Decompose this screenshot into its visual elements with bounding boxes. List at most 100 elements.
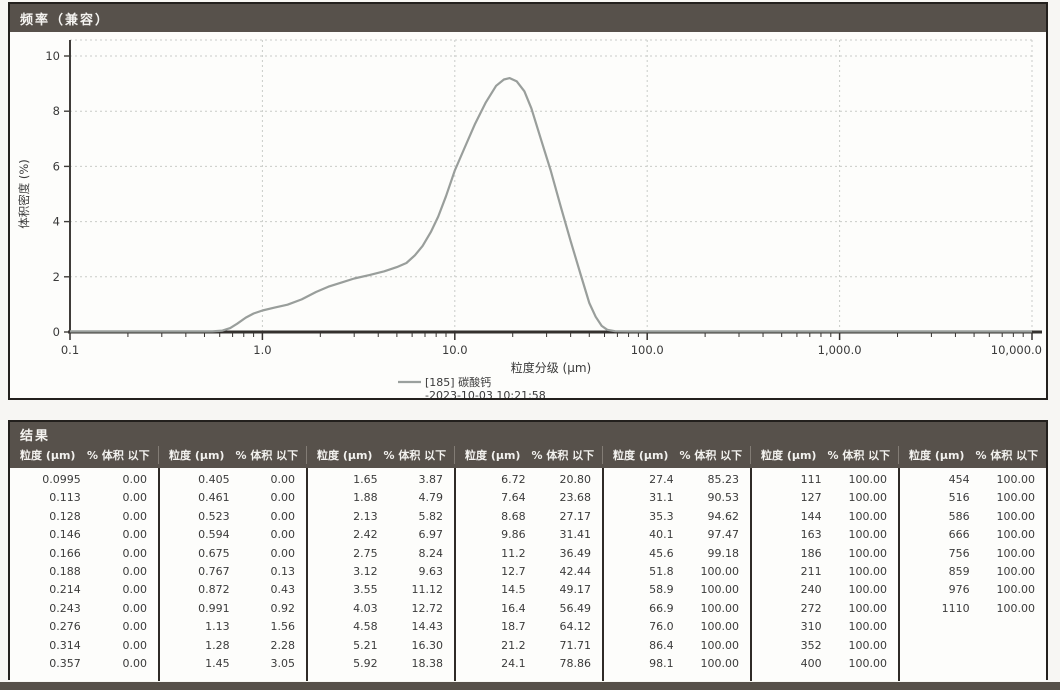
table-row: 666 100.00 [900, 526, 1046, 544]
table-row: 2.75 8.24 [308, 545, 454, 563]
table-row: 586 100.00 [900, 508, 1046, 526]
results-colhead-2: 粒度 (μm) % 体积 以下 [158, 446, 306, 464]
size-value: 0.146 [49, 528, 81, 542]
size-value: 2.13 [353, 509, 378, 523]
y-tick-label: 8 [53, 104, 60, 118]
size-value: 5.92 [353, 656, 378, 670]
cumulative-value: 100.00 [848, 528, 888, 542]
cumulative-column-header: % 体积 以下 [975, 449, 1039, 462]
cumulative-value: 0.00 [270, 509, 296, 523]
frequency-curve [70, 77, 1032, 333]
table-row: 16.4 56.49 [456, 600, 602, 618]
cumulative-column-header: % 体积 以下 [383, 449, 447, 462]
size-column-header: 粒度 (μm) [465, 449, 521, 462]
size-column-header: 粒度 (μm) [909, 449, 965, 462]
y-tick-label: 6 [53, 159, 60, 173]
size-value: 4.58 [353, 620, 378, 634]
size-value: 0.214 [49, 583, 81, 597]
size-value: 163 [800, 528, 822, 542]
cumulative-value: 64.12 [559, 620, 592, 634]
results-panel-title: 结果 [10, 422, 1046, 444]
table-row: 40.1 97.47 [604, 526, 750, 544]
size-value: 86.4 [649, 638, 674, 652]
cumulative-value: 3.87 [418, 473, 444, 486]
cumulative-value: 3.05 [270, 656, 296, 670]
size-value: 0.767 [198, 564, 230, 578]
table-row: 144 100.00 [752, 508, 898, 526]
size-column-header: 粒度 (μm) [169, 449, 225, 462]
cumulative-value: 18.38 [411, 656, 444, 670]
table-row: 4.58 14.43 [308, 618, 454, 636]
size-value: 45.6 [649, 546, 674, 560]
cumulative-value: 100.00 [996, 564, 1036, 578]
size-value: 0.314 [49, 638, 81, 652]
cumulative-value: 100.00 [848, 638, 888, 652]
size-value: 1110 [941, 601, 970, 615]
table-row: 111 100.00 [752, 471, 898, 489]
table-row: 5.21 16.30 [308, 637, 454, 655]
cumulative-value: 100.00 [848, 564, 888, 578]
cumulative-value: 100.00 [848, 473, 888, 486]
size-value: 1.88 [353, 491, 378, 505]
table-row: 4.03 12.72 [308, 600, 454, 618]
results-table-body: 0.0995 0.00 0.113 0.00 0.128 0.00 0.146 0.00 0.1… [10, 468, 1046, 681]
cumulative-value: 23.68 [559, 491, 592, 505]
cumulative-value: 0.00 [122, 620, 148, 634]
table-row: 1110 100.00 [900, 600, 1046, 618]
cumulative-value: 42.44 [559, 564, 592, 578]
size-value: 272 [800, 601, 822, 615]
chart-panel-title: 频率（兼容） [20, 13, 111, 28]
table-row: 76.0 100.00 [604, 618, 750, 636]
size-value: 2.75 [353, 546, 378, 560]
cumulative-value: 0.00 [122, 491, 148, 505]
size-value: 0.113 [49, 491, 81, 505]
table-row: 2.42 6.97 [308, 526, 454, 544]
size-value: 24.1 [501, 656, 526, 670]
cumulative-value: 100.00 [848, 620, 888, 634]
table-row: 58.9 100.00 [604, 581, 750, 599]
size-value: 1.28 [205, 638, 230, 652]
cumulative-value: 100.00 [848, 509, 888, 523]
cumulative-value: 100.00 [996, 546, 1036, 560]
size-value: 31.1 [649, 491, 674, 505]
size-value: 6.72 [501, 473, 526, 486]
table-row: 0.991 0.92 [160, 600, 306, 618]
table-row: 98.1 100.00 [604, 655, 750, 673]
size-value: 0.128 [49, 509, 81, 523]
table-row: 859 100.00 [900, 563, 1046, 581]
cumulative-value: 6.97 [418, 528, 444, 542]
y-axis-label: 体积密度 (%) [17, 159, 31, 229]
cumulative-value: 1.56 [270, 620, 296, 634]
size-value: 0.675 [198, 546, 230, 560]
size-value: 0.188 [49, 564, 81, 578]
cumulative-value: 14.43 [411, 620, 444, 634]
table-row: 127 100.00 [752, 489, 898, 507]
cumulative-value: 0.00 [270, 546, 296, 560]
cumulative-column-header: % 体积 以下 [235, 449, 299, 462]
table-row: 756 100.00 [900, 545, 1046, 563]
cumulative-value: 56.49 [559, 601, 592, 615]
x-tick-label: 10,000.0 [991, 343, 1042, 357]
cumulative-value: 4.79 [418, 491, 444, 505]
size-value: 0.991 [198, 601, 230, 615]
table-row: 0.405 0.00 [160, 471, 306, 489]
cumulative-value: 90.53 [707, 491, 740, 505]
cumulative-value: 85.23 [707, 473, 740, 486]
cumulative-value: 0.00 [270, 491, 296, 505]
cumulative-value: 100.00 [700, 564, 740, 578]
chart-panel-header: 频率（兼容） [10, 4, 1046, 32]
cumulative-value: 100.00 [996, 583, 1036, 597]
table-row: 8.68 27.17 [456, 508, 602, 526]
size-value: 144 [800, 509, 822, 523]
y-tick-label: 2 [53, 270, 60, 284]
cumulative-value: 49.17 [559, 583, 592, 597]
cumulative-value: 100.00 [996, 528, 1036, 542]
size-value: 240 [800, 583, 822, 597]
results-subtable-6: 111 100.00 127 100.00 144 100.00 163 100.00 186 1… [750, 468, 898, 681]
table-row: 0.675 0.00 [160, 545, 306, 563]
table-row: 0.188 0.00 [10, 563, 158, 581]
x-axis-label: 粒度分级 (μm) [511, 360, 592, 375]
table-row: 240 100.00 [752, 581, 898, 599]
x-tick-label: 1,000.0 [818, 343, 862, 357]
results-colhead-5: 粒度 (μm) % 体积 以下 [602, 446, 750, 464]
